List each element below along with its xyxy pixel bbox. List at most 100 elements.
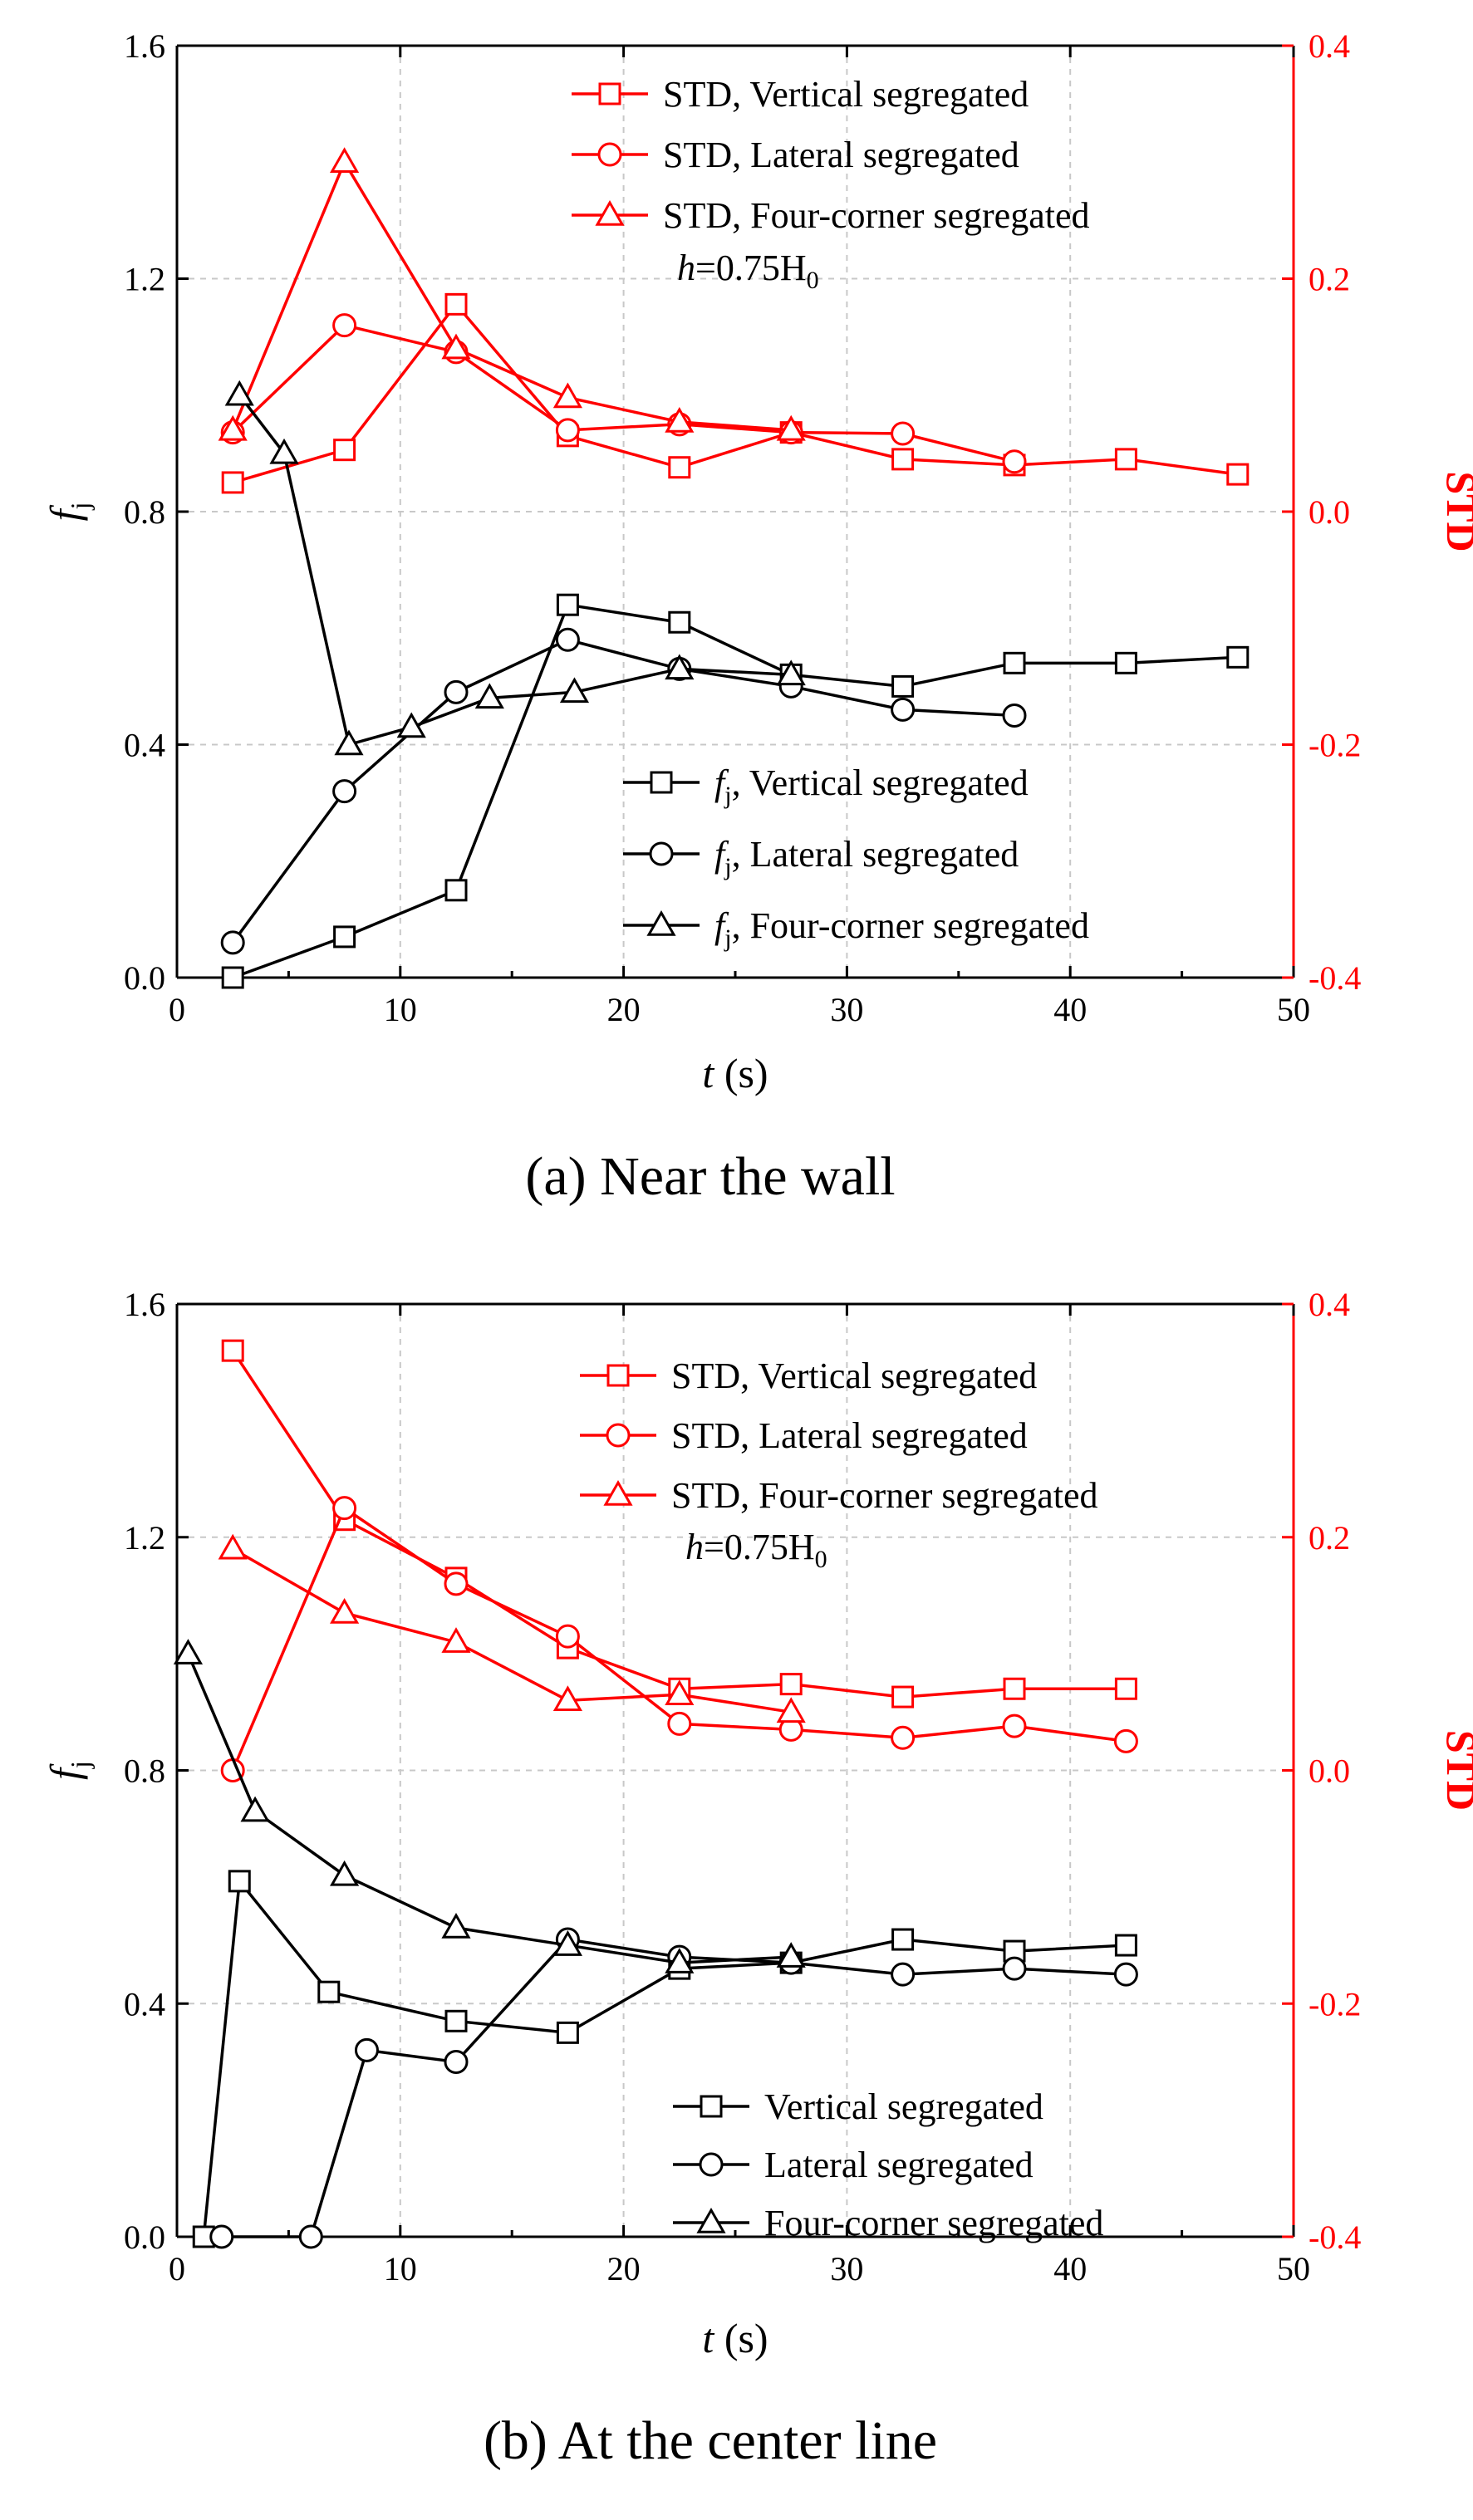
series-line: [231, 638, 1015, 944]
y2-tick-label: 0.0: [1309, 1753, 1350, 1790]
series-line: [232, 603, 1238, 979]
series-fj-circle: [220, 627, 1027, 955]
legend-marker: [595, 199, 625, 226]
data-point: [444, 1571, 469, 1596]
chart-caption: (a) Near the wall: [525, 1146, 895, 1207]
data-point: [665, 406, 695, 433]
data-point: [396, 712, 426, 738]
data-point: [330, 147, 360, 173]
data-point: [1226, 463, 1250, 486]
data-point: [891, 1928, 915, 1951]
legend-fj: Vertical segregated Lateral segregated Fou…: [673, 2086, 1103, 2243]
x-axis-title-unit: (s): [714, 1050, 768, 1096]
data-layer: [218, 147, 1250, 989]
data-point: [1114, 1677, 1137, 1700]
x-tick-label: 40: [1053, 991, 1087, 1028]
y2-axis-title: STD: [1438, 1730, 1473, 1811]
data-point: [552, 1930, 582, 1956]
data-point: [891, 1962, 916, 1987]
legend-label-text: Four-corner segregated: [764, 2203, 1103, 2243]
legend-label: STD, Four-corner segregated: [663, 195, 1090, 236]
legend-marker: [603, 1479, 633, 1506]
series-fj-triangle: [173, 1639, 806, 1973]
annotation-text: =0.75H: [704, 1527, 815, 1567]
data-point: [891, 1685, 915, 1709]
data-point: [1114, 651, 1137, 674]
data-point: [1002, 449, 1027, 474]
data-point: [665, 654, 695, 680]
data-point: [330, 1860, 360, 1886]
legend-marker: [650, 771, 673, 794]
data-point: [668, 610, 691, 634]
legend-label: Four-corner segregated: [764, 2203, 1103, 2243]
series-line: [231, 159, 792, 432]
data-point: [218, 414, 248, 441]
legend-label-sub: j: [724, 924, 731, 952]
data-point: [441, 1627, 471, 1653]
legend-marker: [646, 909, 676, 936]
data-point: [1226, 645, 1250, 669]
y-tick-label: 1.6: [124, 27, 165, 65]
annotation-height: h=0.75H0: [685, 1527, 827, 1573]
legend-label: fj, Vertical segregated: [714, 762, 1029, 809]
x-tick-label: 50: [1277, 2250, 1310, 2287]
legend-marker: [606, 1364, 630, 1387]
series-line: [221, 1938, 1127, 2238]
data-point: [891, 697, 916, 722]
y2-tick-label: 0.4: [1309, 1286, 1350, 1323]
data-point: [1002, 1714, 1027, 1738]
legend-std: STD, Vertical segregated STD, Lateral seg…: [580, 1356, 1098, 1516]
data-point: [221, 471, 244, 494]
x-axis-title: t (s): [702, 2315, 768, 2361]
data-point: [221, 966, 244, 989]
data-point: [218, 1533, 248, 1560]
data-point: [776, 659, 806, 686]
legend-marker: [699, 2152, 724, 2177]
legend-label-text: Vertical segregated: [764, 2086, 1043, 2127]
y2-tick-label: -0.2: [1309, 727, 1361, 764]
data-point: [474, 683, 504, 709]
series-std-triangle: [218, 1533, 806, 1723]
legend-label-text: , Lateral segregated: [732, 834, 1019, 875]
x-axis-title-unit: (s): [714, 2315, 768, 2361]
series-std-square: [221, 292, 1250, 494]
data-point: [1113, 1728, 1138, 1753]
data-point: [665, 1948, 695, 1973]
data-layer: [173, 1339, 1138, 2249]
data-point: [441, 333, 471, 360]
y2-tick-label: -0.4: [1309, 2218, 1361, 2256]
legend-label: fj, Four-corner segregated: [714, 905, 1089, 952]
data-point: [330, 1597, 360, 1624]
y2-tick-label: 0.2: [1309, 261, 1350, 298]
y-tick-label: 1.2: [124, 1519, 165, 1557]
data-point: [220, 930, 245, 955]
data-point: [354, 2037, 379, 2062]
legend-fj: fj, Vertical segregated fj, Lateral segre…: [623, 762, 1089, 952]
annotation-var: h: [685, 1527, 704, 1567]
annotation-sub: 0: [807, 267, 819, 294]
data-point: [667, 1711, 692, 1736]
y-tick-label: 0.8: [124, 493, 165, 531]
legend-marker: [597, 142, 622, 167]
data-point: [333, 439, 356, 462]
y-tick-label: 0.4: [124, 1985, 165, 2022]
data-point: [559, 677, 590, 704]
legend-label-text: Lateral segregated: [764, 2145, 1034, 2185]
chart-caption: (b) At the center line: [484, 2410, 937, 2471]
data-point: [332, 313, 357, 338]
data-point: [269, 438, 299, 464]
y-tick-label: 1.2: [124, 261, 165, 298]
x-tick-label: 20: [607, 991, 641, 1028]
data-point: [1114, 448, 1137, 471]
x-tick-label: 0: [169, 2250, 185, 2287]
series-fj-square: [192, 1870, 1137, 2248]
data-point: [444, 2009, 468, 2032]
annotation-var: h: [677, 248, 695, 288]
data-point: [444, 292, 468, 316]
data-point: [665, 1679, 695, 1706]
data-point: [444, 879, 468, 902]
legend-label-text: , Four-corner segregated: [732, 905, 1089, 946]
data-point: [556, 593, 579, 616]
chart-b: 0 10 20 30 40 50 0.0 0.4 0.8 1.2 1.6 -0.4 -0.2 0.0 0.2…: [42, 1286, 1473, 2471]
data-point: [317, 1980, 341, 2003]
